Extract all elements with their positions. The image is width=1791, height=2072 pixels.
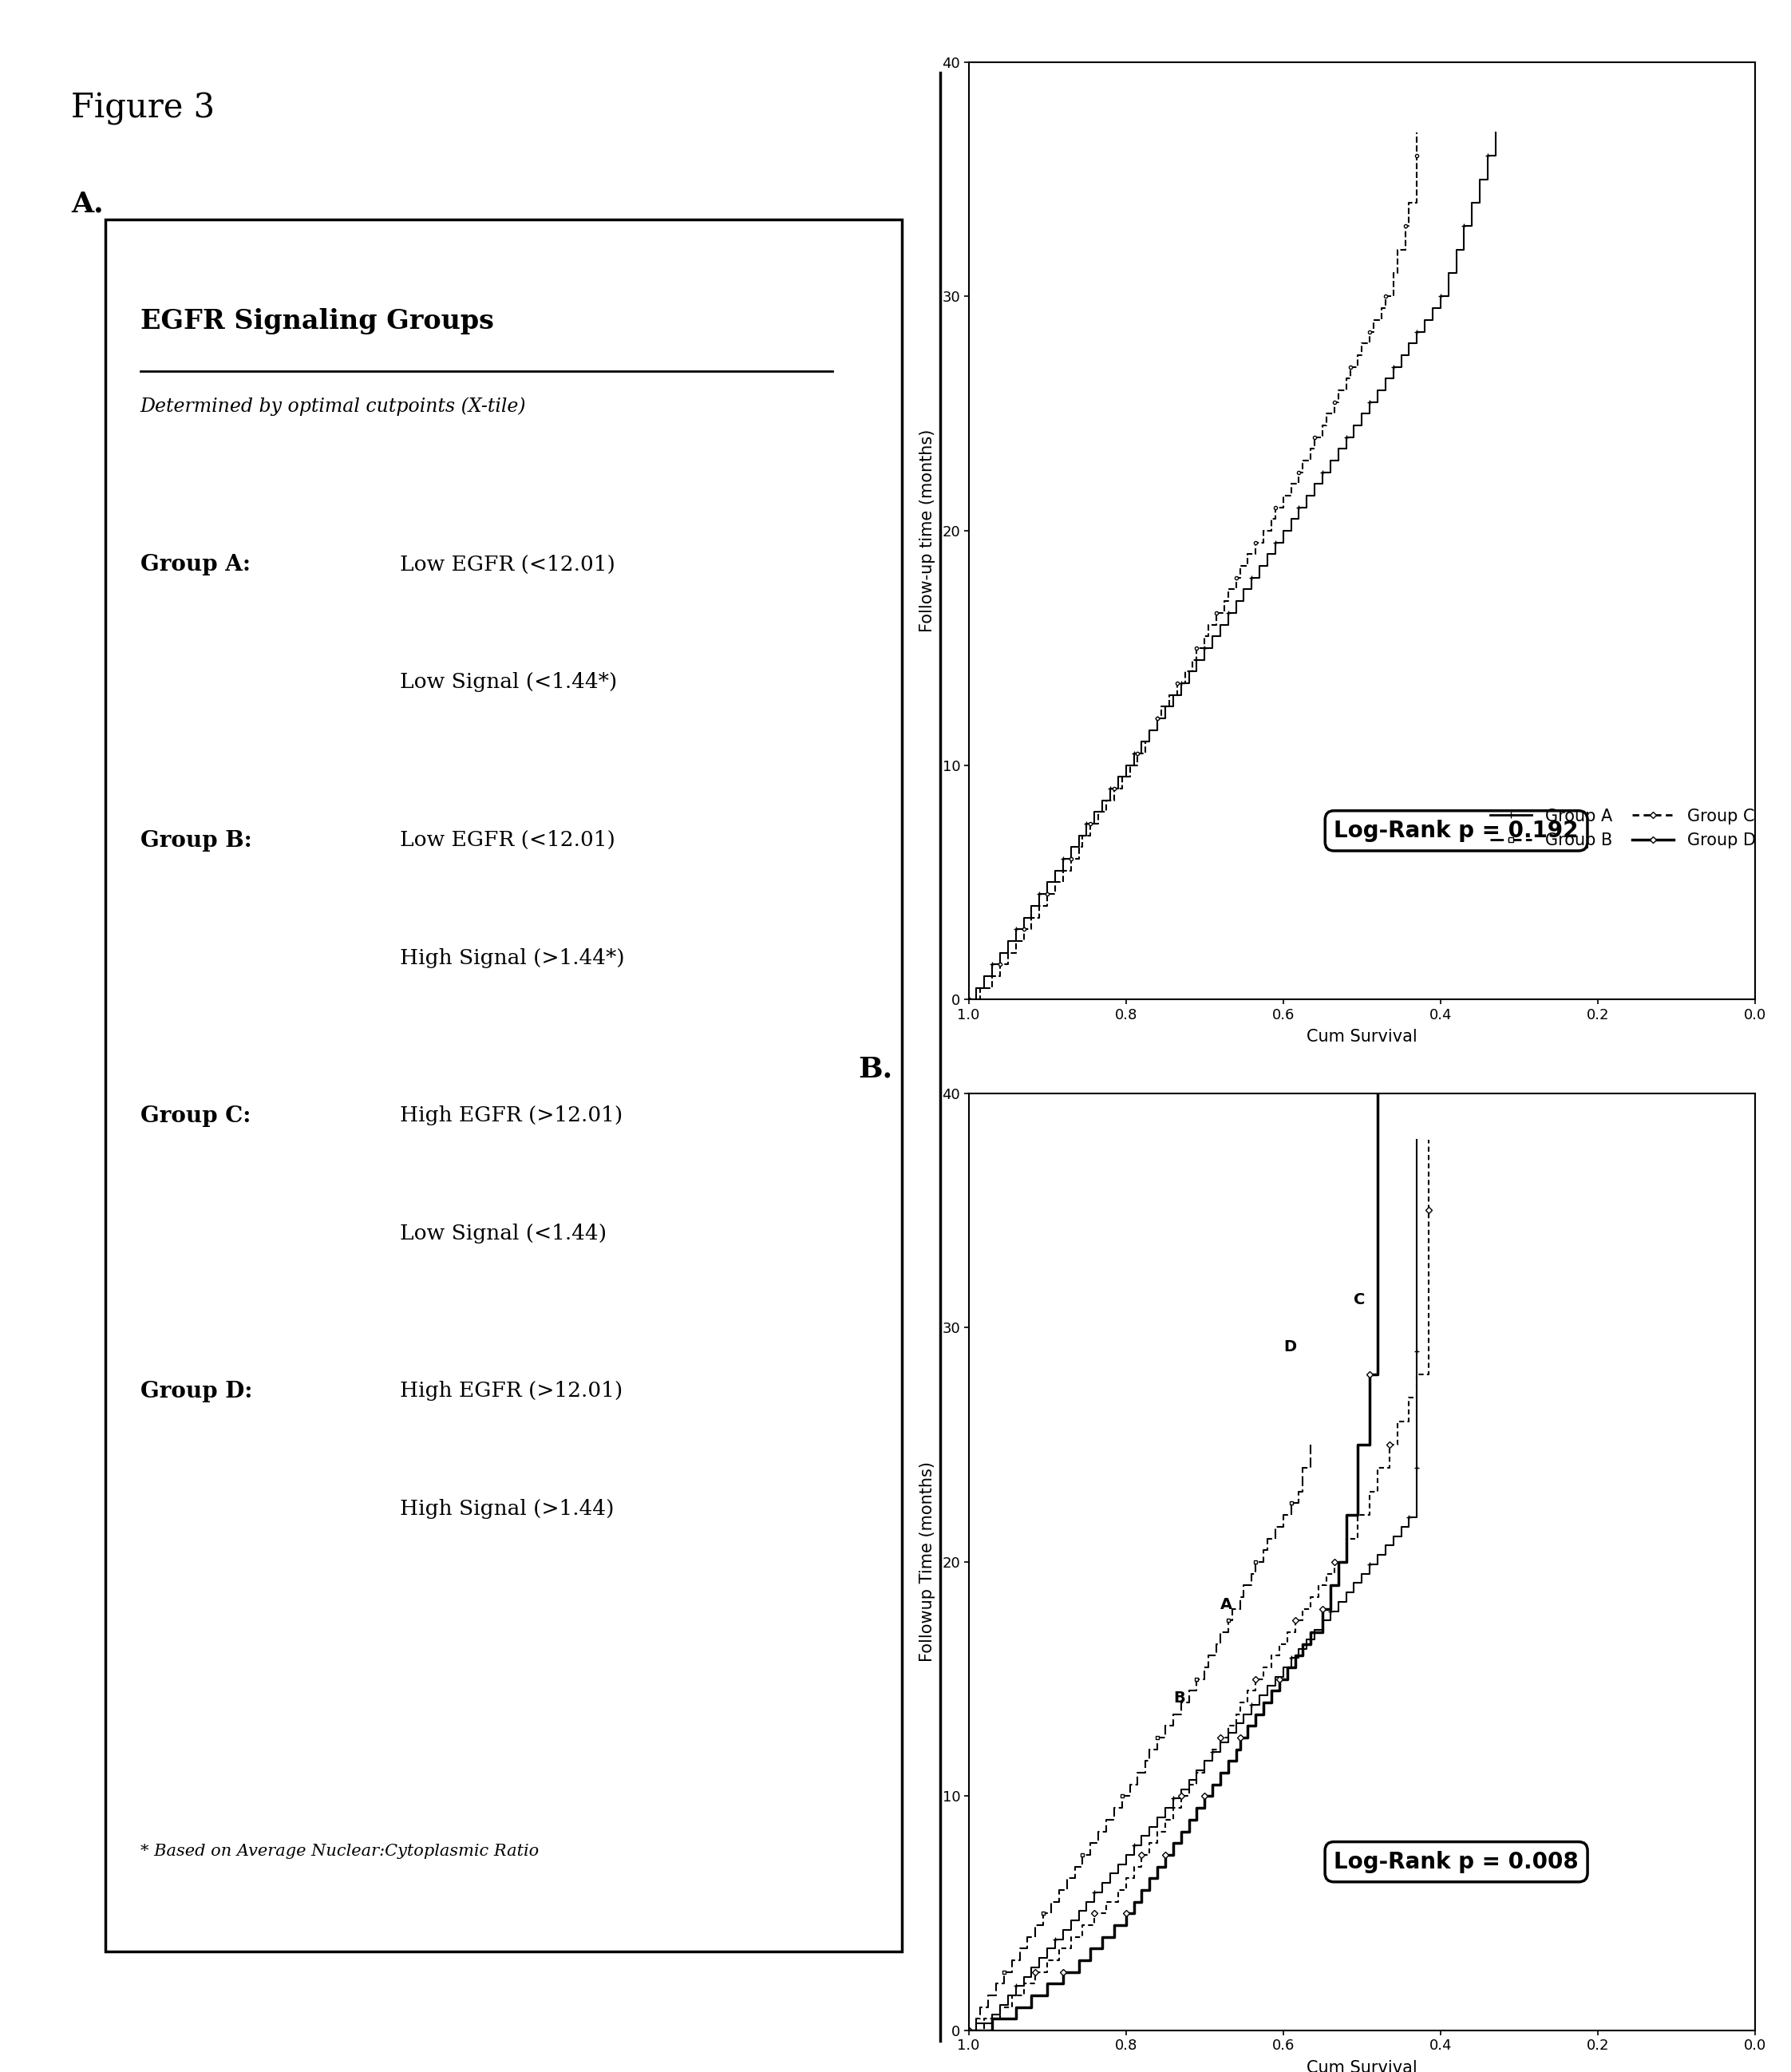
Text: Log-Rank p = 0.008: Log-Rank p = 0.008 (1334, 1850, 1578, 1873)
Legend: Group A, Group B, Group C, Group D: Group A, Group B, Group C, Group D (1483, 802, 1762, 856)
Text: Low Signal (<1.44*): Low Signal (<1.44*) (399, 673, 618, 692)
Text: Determined by optimal cutpoints (X-tile): Determined by optimal cutpoints (X-tile) (140, 398, 527, 416)
Text: A: A (1220, 1598, 1232, 1612)
Y-axis label: Follow-up time (months): Follow-up time (months) (919, 429, 935, 632)
Text: B: B (1173, 1691, 1186, 1705)
Text: B.: B. (858, 1057, 894, 1084)
Text: Group C:: Group C: (140, 1106, 251, 1127)
FancyBboxPatch shape (106, 220, 901, 1952)
Text: High Signal (>1.44*): High Signal (>1.44*) (399, 947, 625, 968)
Text: C: C (1354, 1293, 1365, 1307)
Text: Log-Rank p = 0.192: Log-Rank p = 0.192 (1334, 821, 1578, 841)
Text: EGFR Signaling Groups: EGFR Signaling Groups (140, 309, 494, 334)
Text: Low EGFR (<12.01): Low EGFR (<12.01) (399, 553, 616, 574)
Text: Group B:: Group B: (140, 829, 253, 852)
Text: High Signal (>1.44): High Signal (>1.44) (399, 1500, 614, 1519)
Y-axis label: Followup Time (months): Followup Time (months) (919, 1461, 935, 1662)
Text: Figure 3: Figure 3 (72, 91, 215, 124)
Text: Group D:: Group D: (140, 1380, 253, 1403)
Text: Group A:: Group A: (140, 553, 251, 576)
X-axis label: Cum Survival: Cum Survival (1306, 1030, 1417, 1044)
X-axis label: Cum Survival: Cum Survival (1306, 2060, 1417, 2072)
Text: High EGFR (>12.01): High EGFR (>12.01) (399, 1106, 623, 1125)
Text: Low Signal (<1.44): Low Signal (<1.44) (399, 1222, 607, 1243)
Text: * Based on Average Nuclear:Cytoplasmic Ratio: * Based on Average Nuclear:Cytoplasmic R… (140, 1844, 539, 1859)
Text: High EGFR (>12.01): High EGFR (>12.01) (399, 1380, 623, 1401)
Text: D: D (1282, 1339, 1297, 1355)
Text: A.: A. (72, 191, 104, 218)
Text: Low EGFR (<12.01): Low EGFR (<12.01) (399, 829, 616, 850)
